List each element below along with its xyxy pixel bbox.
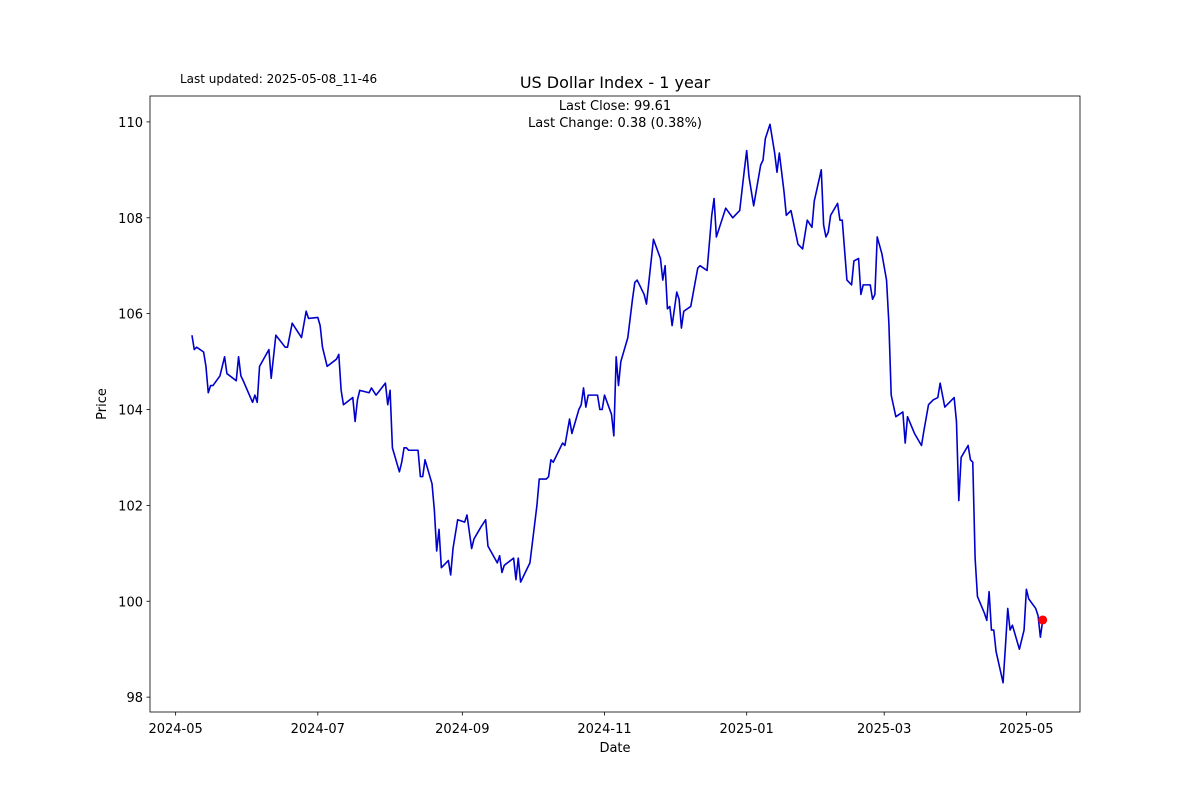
y-axis-label: Price [95,388,110,420]
x-tick-label: 2024-07 [291,722,345,737]
y-tick-label: 108 [118,212,143,227]
x-tick-label: 2025-01 [720,722,774,737]
y-tick-label: 110 [118,116,143,131]
x-axis-label: Date [599,741,630,756]
x-tick-label: 2025-03 [857,722,911,737]
chart-title: US Dollar Index - 1 year [520,73,711,92]
last-change: Last Change: 0.38 (0.38%) [528,116,702,131]
y-tick-label: 100 [118,595,143,610]
last-updated: Last updated: 2025-05-08_11-46 [180,72,377,86]
x-tick-label: 2024-05 [148,722,202,737]
price-line [191,123,1044,684]
x-tick-label: 2025-05 [999,722,1053,737]
x-tick-label: 2024-09 [435,722,489,737]
last-close-marker [1038,615,1048,625]
y-tick-label: 98 [126,691,143,706]
last-close: Last Close: 99.61 [559,99,671,114]
plot-frame [149,95,1081,713]
y-tick-label: 104 [118,404,143,419]
y-tick-label: 106 [118,308,143,323]
x-tick-label: 2024-11 [577,722,631,737]
y-tick-label: 102 [118,499,143,514]
